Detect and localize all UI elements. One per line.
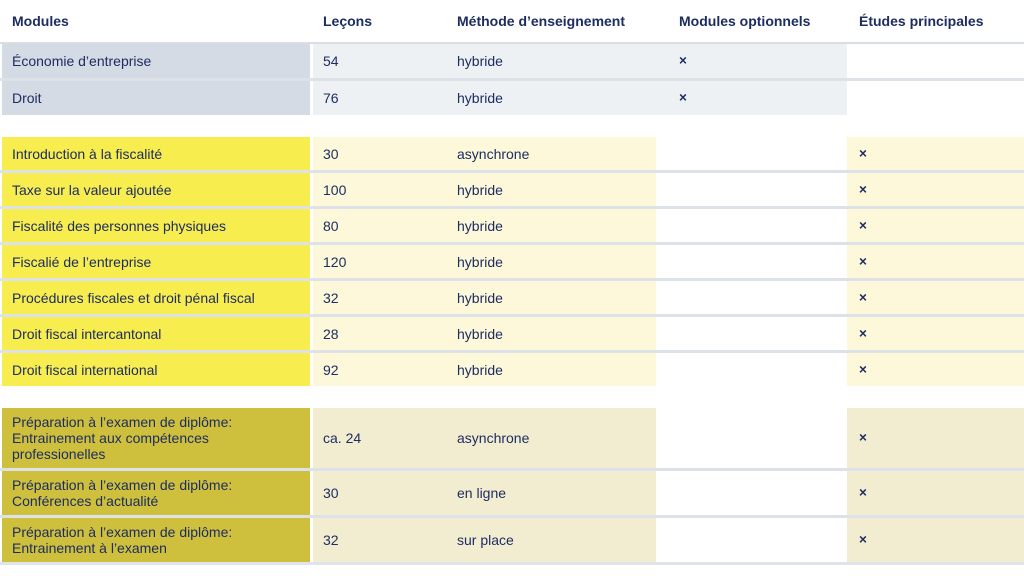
optional-cell bbox=[656, 137, 847, 170]
principal-cell bbox=[847, 81, 1024, 115]
optional-cell bbox=[656, 209, 847, 242]
principal-cell: × bbox=[847, 137, 1024, 170]
principal-cell: × bbox=[847, 173, 1024, 206]
lessons-cell: 32 bbox=[313, 281, 447, 314]
lessons-cell: ca. 24 bbox=[313, 408, 447, 468]
table-row: Droit 76 hybride × bbox=[0, 81, 1024, 115]
module-cell: Fiscalité des personnes physiques bbox=[2, 209, 310, 242]
lessons-cell: 30 bbox=[313, 137, 447, 170]
lessons-cell: 100 bbox=[313, 173, 447, 206]
module-cell: Fiscalié de l’entreprise bbox=[2, 245, 310, 278]
module-cell: Droit fiscal intercantonal bbox=[2, 317, 310, 350]
section-fiscal-modules: Introduction à la fiscalité 30 asynchrone ×… bbox=[0, 137, 1024, 386]
module-cell: Préparation à l’examen de diplôme: Confé… bbox=[2, 471, 310, 515]
principal-cell: × bbox=[847, 518, 1024, 562]
principal-cell bbox=[847, 44, 1024, 78]
lessons-cell: 28 bbox=[313, 317, 447, 350]
column-header-modules: Modules bbox=[2, 0, 310, 42]
module-cell: Droit bbox=[2, 81, 310, 115]
optional-cell bbox=[656, 317, 847, 350]
optional-cell bbox=[656, 281, 847, 314]
module-cell: Introduction à la fiscalité bbox=[2, 137, 310, 170]
principal-cell: × bbox=[847, 353, 1024, 386]
method-cell: asynchrone bbox=[447, 137, 656, 170]
table-bottom-divider bbox=[0, 562, 1024, 565]
method-cell: hybride bbox=[447, 281, 656, 314]
principal-cell: × bbox=[847, 245, 1024, 278]
optional-cell: × bbox=[656, 81, 847, 115]
row-divider bbox=[0, 78, 1024, 81]
optional-cell bbox=[656, 408, 847, 468]
method-cell: hybride bbox=[447, 44, 656, 78]
column-header-lecons: Leçons bbox=[313, 0, 447, 42]
table-row: Préparation à l’examen de diplôme: Confé… bbox=[0, 471, 1024, 515]
principal-cell: × bbox=[847, 317, 1024, 350]
module-cell: Préparation à l’examen de diplôme: Entra… bbox=[2, 408, 310, 468]
lessons-cell: 54 bbox=[313, 44, 447, 78]
table-row: Préparation à l’examen de diplôme: Entra… bbox=[0, 518, 1024, 562]
optional-cell bbox=[656, 471, 847, 515]
method-cell: hybride bbox=[447, 173, 656, 206]
column-header-etudes-principales: Études principales bbox=[847, 0, 1024, 42]
principal-cell: × bbox=[847, 281, 1024, 314]
table-row: Droit fiscal intercantonal 28 hybride × bbox=[0, 317, 1024, 350]
principal-cell: × bbox=[847, 209, 1024, 242]
table-header-row: Modules Leçons Méthode d’enseignement Mo… bbox=[0, 0, 1024, 44]
table-row: Préparation à l’examen de diplôme: Entra… bbox=[0, 408, 1024, 468]
optional-cell bbox=[656, 173, 847, 206]
column-header-methode-enseignement: Méthode d’enseignement bbox=[447, 0, 656, 42]
module-cell: Préparation à l’examen de diplôme: Entra… bbox=[2, 518, 310, 562]
row-divider bbox=[0, 206, 1024, 209]
method-cell: hybride bbox=[447, 317, 656, 350]
principal-cell: × bbox=[847, 408, 1024, 468]
module-cell: Procédures fiscales et droit pénal fisca… bbox=[2, 281, 310, 314]
lessons-cell: 80 bbox=[313, 209, 447, 242]
method-cell: sur place bbox=[447, 518, 656, 562]
module-cell: Droit fiscal international bbox=[2, 353, 310, 386]
column-header-modules-optionnels: Modules optionnels bbox=[656, 0, 847, 42]
lessons-cell: 32 bbox=[313, 518, 447, 562]
table-row: Introduction à la fiscalité 30 asynchrone × bbox=[0, 137, 1024, 170]
method-cell: en ligne bbox=[447, 471, 656, 515]
optional-cell bbox=[656, 353, 847, 386]
method-cell: hybride bbox=[447, 245, 656, 278]
method-cell: asynchrone bbox=[447, 408, 656, 468]
row-divider bbox=[0, 350, 1024, 353]
row-divider bbox=[0, 314, 1024, 317]
table-row: Droit fiscal international 92 hybride × bbox=[0, 353, 1024, 386]
table-row: Économie d’entreprise 54 hybride × bbox=[0, 44, 1024, 78]
row-divider bbox=[0, 278, 1024, 281]
table-row: Fiscalié de l’entreprise 120 hybride × bbox=[0, 245, 1024, 278]
row-divider bbox=[0, 170, 1024, 173]
method-cell: hybride bbox=[447, 81, 656, 115]
table-body: Économie d’entreprise 54 hybride × Droit 76 hy… bbox=[0, 44, 1024, 562]
module-cell: Économie d’entreprise bbox=[2, 44, 310, 78]
table-row: Taxe sur la valeur ajoutée 100 hybride × bbox=[0, 173, 1024, 206]
optional-cell: × bbox=[656, 44, 847, 78]
lessons-cell: 30 bbox=[313, 471, 447, 515]
method-cell: hybride bbox=[447, 209, 656, 242]
section-gap bbox=[0, 386, 1024, 408]
table-row: Fiscalité des personnes physiques 80 hybri… bbox=[0, 209, 1024, 242]
method-cell: hybride bbox=[447, 353, 656, 386]
section-exam-preparation-modules: Préparation à l’examen de diplôme: Entra… bbox=[0, 408, 1024, 562]
optional-cell bbox=[656, 245, 847, 278]
table-row: Procédures fiscales et droit pénal fisca… bbox=[0, 281, 1024, 314]
row-divider bbox=[0, 468, 1024, 471]
principal-cell: × bbox=[847, 471, 1024, 515]
section-gap bbox=[0, 115, 1024, 137]
module-cell: Taxe sur la valeur ajoutée bbox=[2, 173, 310, 206]
optional-cell bbox=[656, 518, 847, 562]
lessons-cell: 92 bbox=[313, 353, 447, 386]
section-base-modules: Économie d’entreprise 54 hybride × Droit 76 hy… bbox=[0, 44, 1024, 115]
row-divider bbox=[0, 242, 1024, 245]
lessons-cell: 120 bbox=[313, 245, 447, 278]
lessons-cell: 76 bbox=[313, 81, 447, 115]
row-divider bbox=[0, 515, 1024, 518]
